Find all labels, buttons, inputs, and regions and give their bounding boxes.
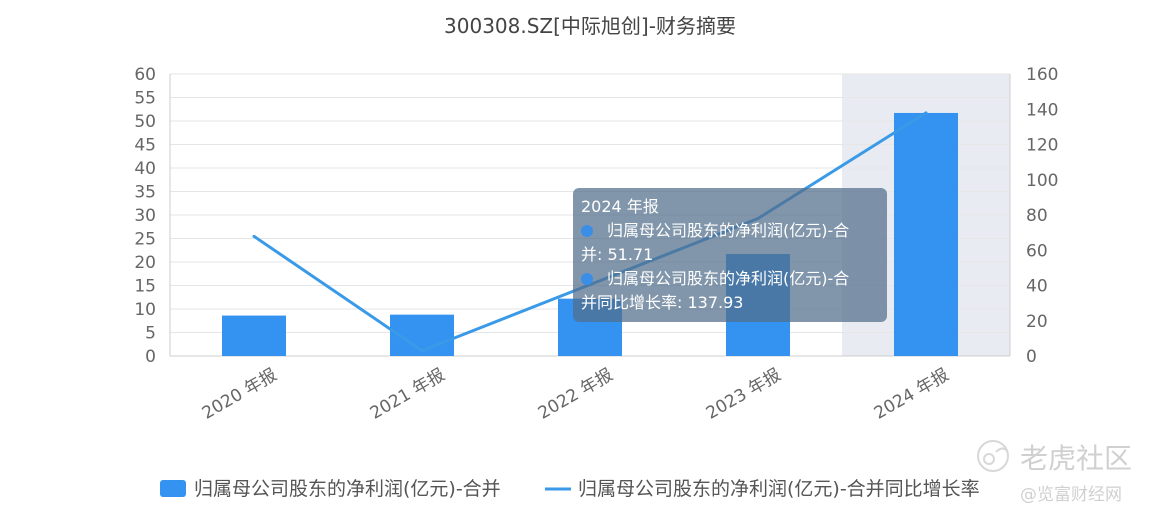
category-label: 2020 年报 <box>199 365 281 424</box>
left-tick-label: 5 <box>145 324 156 344</box>
left-tick-label: 45 <box>134 136 156 156</box>
left-tick-label: 55 <box>134 89 156 109</box>
left-tick-label: 0 <box>145 347 156 367</box>
right-tick-label: 80 <box>1026 206 1048 226</box>
left-tick-label: 25 <box>134 230 156 250</box>
category-label: 2024 年报 <box>871 365 953 424</box>
watermark: 老虎社区 @览富财经网 <box>977 440 1132 505</box>
right-tick-label: 100 <box>1026 171 1058 191</box>
watermark-text-tiger: 老虎社区 <box>1020 442 1132 475</box>
tooltip-value-growth: 并同比增长率: 137.93 <box>581 293 744 312</box>
bar[interactable] <box>222 315 286 356</box>
legend[interactable]: 归属母公司股东的净利润(亿元)-合并 归属母公司股东的净利润(亿元)-合并同比增… <box>160 478 980 500</box>
line-point[interactable] <box>252 234 256 238</box>
tiger-logo-icon <box>977 440 1009 472</box>
x-axis-labels: 2020 年报 2021 年报 2022 年报 2023 年报 2024 年报 <box>199 365 953 424</box>
right-tick-label: 40 <box>1026 277 1048 297</box>
line-point[interactable] <box>420 349 424 353</box>
category-label: 2021 年报 <box>367 365 449 424</box>
right-tick-label: 60 <box>1026 241 1048 261</box>
category-label: 2023 年报 <box>703 365 785 424</box>
right-tick-label: 160 <box>1026 65 1058 85</box>
tooltip: 2024 年报 归属母公司股东的净利润(亿元)-合 并: 51.71 归属母公司… <box>573 188 887 322</box>
left-tick-label: 15 <box>134 277 156 297</box>
left-tick-label: 60 <box>134 65 156 85</box>
category-label: 2022 年报 <box>535 365 617 424</box>
left-tick-label: 50 <box>134 112 156 132</box>
right-tick-label: 0 <box>1026 347 1037 367</box>
legend-bar-label[interactable]: 归属母公司股东的净利润(亿元)-合并 <box>194 478 501 500</box>
legend-bar-swatch[interactable] <box>160 480 186 497</box>
left-tick-label: 10 <box>134 300 156 320</box>
tooltip-dot-icon <box>581 273 593 285</box>
right-tick-label: 140 <box>1026 100 1058 120</box>
legend-line-label[interactable]: 归属母公司股东的净利润(亿元)-合并同比增长率 <box>578 478 980 500</box>
tooltip-item-growth: 归属母公司股东的净利润(亿元)-合 <box>581 267 879 291</box>
line-point[interactable] <box>924 111 928 115</box>
right-tick-label: 20 <box>1026 312 1048 332</box>
chart-title: 300308.SZ[中际旭创]-财务摘要 <box>444 14 736 38</box>
tooltip-item-profit: 归属母公司股东的净利润(亿元)-合 <box>581 219 879 243</box>
right-axis: 0 20 40 60 80 100 120 140 160 <box>1009 65 1058 367</box>
left-tick-label: 40 <box>134 159 156 179</box>
right-tick-label: 120 <box>1026 136 1058 156</box>
left-axis: 0 5 10 15 20 25 30 35 40 45 50 55 60 <box>134 65 1010 367</box>
left-tick-label: 20 <box>134 253 156 273</box>
left-tick-label: 30 <box>134 206 156 226</box>
tooltip-title: 2024 年报 <box>581 197 659 216</box>
tooltip-dot-icon <box>581 225 593 237</box>
left-tick-label: 35 <box>134 183 156 203</box>
tooltip-value-profit: 并: 51.71 <box>581 245 654 264</box>
bar[interactable] <box>894 112 958 356</box>
watermark-text-site: @览富财经网 <box>1020 485 1122 505</box>
